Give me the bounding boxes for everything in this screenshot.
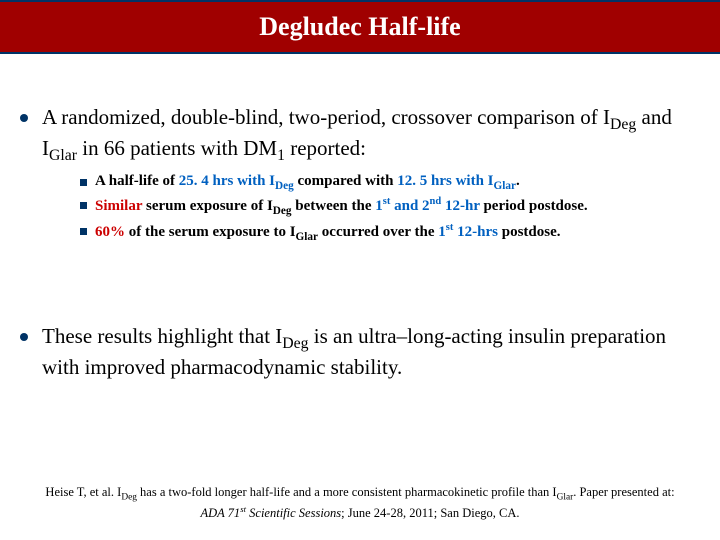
- sub-bullet-1: A half-life of 25. 4 hrs with IDeg compa…: [80, 172, 700, 194]
- slide-title: Degludec Half-life: [0, 12, 720, 42]
- main-bullet-2-text: These results highlight that IDeg is an …: [42, 323, 700, 380]
- main-bullet-1-text: A randomized, double-blind, two-period, …: [42, 104, 700, 166]
- title-bar: Degludec Half-life: [0, 0, 720, 54]
- content-area: A randomized, double-blind, two-period, …: [0, 54, 720, 380]
- reference-line-2: ADA 71st Scientific Sessions; June 24-28…: [8, 504, 712, 522]
- bullet-square-icon: [80, 202, 87, 209]
- bullet-square-icon: [80, 179, 87, 186]
- sub-bullet-list: A half-life of 25. 4 hrs with IDeg compa…: [80, 172, 700, 245]
- sub-bullet-2: Similar serum exposure of IDeg between t…: [80, 195, 700, 219]
- main-bullet-2: These results highlight that IDeg is an …: [20, 323, 700, 380]
- main-bullet-1: A randomized, double-blind, two-period, …: [20, 104, 700, 166]
- bullet-dot-icon: [20, 333, 28, 341]
- sub-bullet-3: 60% of the serum exposure to IGlar occur…: [80, 221, 700, 245]
- sub-bullet-1-text: A half-life of 25. 4 hrs with IDeg compa…: [95, 172, 520, 194]
- reference-line-1: Heise T, et al. IDeg has a two-fold long…: [8, 484, 712, 504]
- sub-bullet-3-text: 60% of the serum exposure to IGlar occur…: [95, 221, 561, 245]
- bullet-square-icon: [80, 228, 87, 235]
- bullet-dot-icon: [20, 114, 28, 122]
- reference-citation: Heise T, et al. IDeg has a two-fold long…: [0, 484, 720, 522]
- sub-bullet-2-text: Similar serum exposure of IDeg between t…: [95, 195, 588, 219]
